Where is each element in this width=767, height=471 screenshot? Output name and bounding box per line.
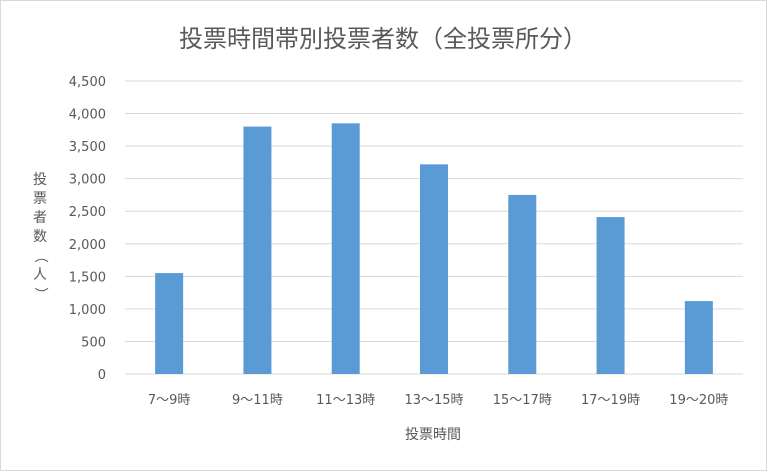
x-tick-label: 17〜19時: [581, 393, 640, 408]
bar: [420, 164, 448, 374]
y-axis-label-char: 人: [33, 267, 47, 283]
x-tick-label: 7〜9時: [148, 393, 191, 408]
x-tick-label: 19〜20時: [669, 393, 728, 408]
y-axis-label-char: 者: [33, 210, 47, 226]
y-axis-label-char: 数: [33, 229, 47, 245]
y-axis-label-char: 投: [33, 172, 47, 188]
y-tick-label: 3,500: [69, 140, 106, 155]
y-tick-label: 0: [98, 368, 106, 383]
x-tick-labels: 7〜9時 9〜11時 11〜13時 13〜15時 15〜17時 17〜19時 19〜20時: [148, 393, 729, 408]
y-axis-label-char: （: [32, 249, 48, 263]
x-tick-label: 9〜11時: [232, 393, 283, 408]
y-axis-label: 投票者数 （ 人 ）: [32, 172, 48, 301]
gridlines: [125, 80, 743, 375]
x-axis-label: 投票時間: [405, 427, 461, 443]
bar: [331, 123, 360, 374]
x-tick-label: 11〜13時: [316, 393, 375, 408]
bar: [596, 217, 625, 374]
bar: [155, 273, 184, 374]
x-tick-label: 13〜15時: [404, 393, 463, 408]
y-tick-label: 4,500: [69, 75, 106, 90]
y-axis-label-char: ）: [32, 287, 48, 301]
bar: [684, 301, 713, 374]
y-axis-label-char: 票: [33, 191, 47, 207]
y-tick-label: 1,000: [69, 303, 106, 318]
y-tick-label: 2,000: [69, 238, 106, 253]
chart-title: 投票時間帯別投票者数（全投票所分）: [179, 25, 587, 53]
bar: [243, 126, 272, 374]
y-tick-label: 4,000: [69, 108, 106, 123]
y-tick-label: 3,000: [69, 173, 106, 188]
y-tick-label: 2,500: [69, 205, 106, 220]
y-tick-labels: 0 500 1,000 1,500 2,000 2,500 3,000 3,500 4,000 4…: [69, 75, 106, 383]
bar: [508, 194, 537, 374]
y-tick-label: 500: [81, 335, 106, 350]
y-tick-label: 1,500: [69, 270, 106, 285]
bars: [155, 123, 713, 374]
x-tick-label: 15〜17時: [493, 393, 552, 408]
